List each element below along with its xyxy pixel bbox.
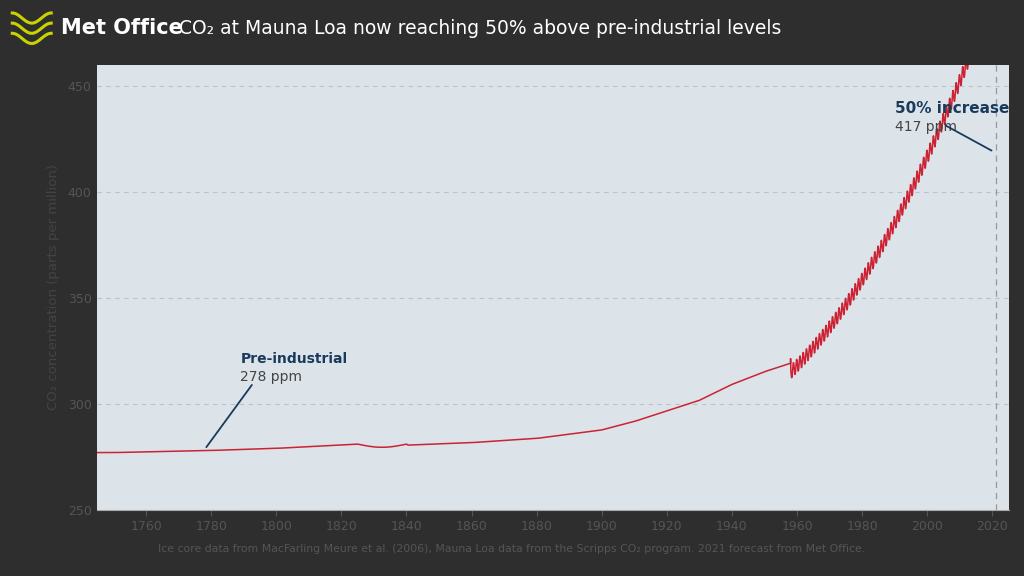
Text: 50% increase: 50% increase <box>895 101 1009 116</box>
Text: CO₂ at Mauna Loa now reaching 50% above pre-industrial levels: CO₂ at Mauna Loa now reaching 50% above … <box>179 19 781 37</box>
Text: Met Office: Met Office <box>61 18 183 38</box>
Text: 278 ppm: 278 ppm <box>241 370 302 384</box>
Y-axis label: CO₂ concentration (parts per million): CO₂ concentration (parts per million) <box>46 164 59 411</box>
Text: Pre-industrial: Pre-industrial <box>241 352 347 366</box>
Text: Ice core data from MacFarling Meure et al. (2006), Mauna Loa data from the Scrip: Ice core data from MacFarling Meure et a… <box>159 544 865 554</box>
Text: 417 ppm: 417 ppm <box>895 120 956 134</box>
